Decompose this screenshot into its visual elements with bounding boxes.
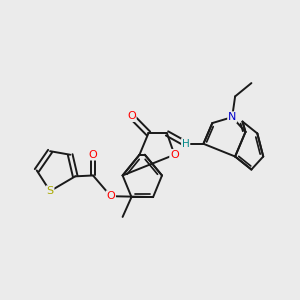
Text: O: O bbox=[170, 150, 179, 160]
Text: O: O bbox=[127, 111, 136, 121]
Text: O: O bbox=[88, 150, 98, 160]
Text: H: H bbox=[182, 139, 190, 149]
Text: N: N bbox=[228, 112, 236, 122]
Text: S: S bbox=[46, 186, 54, 196]
Text: O: O bbox=[106, 191, 115, 201]
